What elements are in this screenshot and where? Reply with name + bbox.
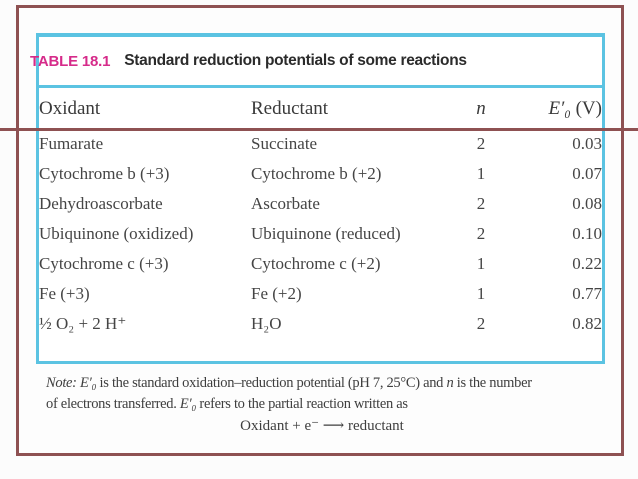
table-row: Cytochrome c (+3) Cytochrome c (+2) 1 0.… [39, 249, 602, 279]
table-title: Standard reduction potentials of some re… [124, 52, 467, 69]
cell-n: 2 [476, 194, 486, 213]
cell-oxidant: Fumarate [39, 134, 104, 153]
cell-reductant: Ubiquinone (reduced) [251, 224, 401, 243]
cell-reductant: H₂O [251, 314, 282, 333]
table-row: ½ O₂ + 2 H⁺ H₂O 2 0.82 [39, 309, 602, 339]
table-caption: TABLE 18.1 Standard reduction potentials… [30, 37, 602, 88]
cell-oxidant: ½ O₂ + 2 H⁺ [39, 314, 127, 333]
cell-reductant: Fe (+2) [251, 284, 302, 303]
column-header-n: n [476, 97, 486, 119]
cell-reductant: Ascorbate [251, 194, 320, 213]
table-row: Dehydroascorbate Ascorbate 2 0.08 [39, 189, 602, 219]
unit-volts: (V) [570, 97, 602, 119]
cell-potential: 0.07 [572, 164, 602, 183]
note-line-1: Note: E′₀ is the standard oxidation–redu… [46, 375, 532, 391]
cell-n: 1 [476, 284, 486, 303]
table-row: Fumarate Succinate 2 0.03 [39, 129, 602, 159]
cell-n: 1 [476, 254, 486, 273]
data-table: Oxidant Reductant n E′₀ (V) Fumarate Suc… [39, 88, 602, 339]
cell-n: 2 [476, 134, 486, 153]
cell-n: 1 [476, 164, 486, 183]
cell-reductant: Succinate [251, 134, 318, 153]
cell-oxidant: Dehydroascorbate [39, 194, 163, 213]
table-row: Fe (+3) Fe (+2) 1 0.77 [39, 279, 602, 309]
note-label: Note: [46, 375, 81, 391]
cell-n: 2 [476, 224, 486, 243]
n-variable: n [446, 375, 454, 391]
cell-n: 2 [476, 314, 486, 333]
column-header-potential: E′₀ (V) [521, 88, 602, 129]
cell-potential: 0.22 [572, 254, 602, 273]
cell-potential: 0.10 [572, 224, 602, 243]
cell-potential: 0.03 [572, 134, 602, 153]
cell-potential: 0.08 [572, 194, 602, 213]
half-reaction-equation: Oxidant + e⁻ ⟶ reductant [240, 418, 404, 434]
cell-potential: 0.77 [572, 284, 602, 303]
cell-potential: 0.82 [572, 314, 602, 333]
e-prime-symbol: E′₀ [80, 375, 97, 391]
table-header-row: Oxidant Reductant n E′₀ (V) [39, 88, 602, 129]
table-row: Cytochrome b (+3) Cytochrome b (+2) 1 0.… [39, 159, 602, 189]
e-prime-symbol: E′₀ [548, 97, 571, 119]
e-prime-symbol: E′₀ [179, 396, 197, 412]
table-row: Ubiquinone (oxidized) Ubiquinone (reduce… [39, 219, 602, 249]
slide-divider-line [0, 128, 638, 131]
cell-oxidant: Cytochrome b (+3) [39, 164, 170, 183]
table-note: Note: E′₀ is the standard oxidation–redu… [46, 373, 598, 437]
cell-reductant: Cytochrome c (+2) [251, 254, 381, 273]
cell-reductant: Cytochrome b (+2) [251, 164, 382, 183]
note-line-2: of electrons transferred. E′₀ refers to … [46, 396, 408, 412]
column-header-reductant: Reductant [251, 97, 329, 119]
column-header-oxidant: Oxidant [39, 97, 101, 119]
reduction-potentials-table: TABLE 18.1 Standard reduction potentials… [30, 33, 605, 364]
cell-oxidant: Cytochrome c (+3) [39, 254, 169, 273]
cell-oxidant: Ubiquinone (oxidized) [39, 224, 194, 243]
cell-oxidant: Fe (+3) [39, 284, 90, 303]
table-number: TABLE 18.1 [30, 52, 111, 70]
